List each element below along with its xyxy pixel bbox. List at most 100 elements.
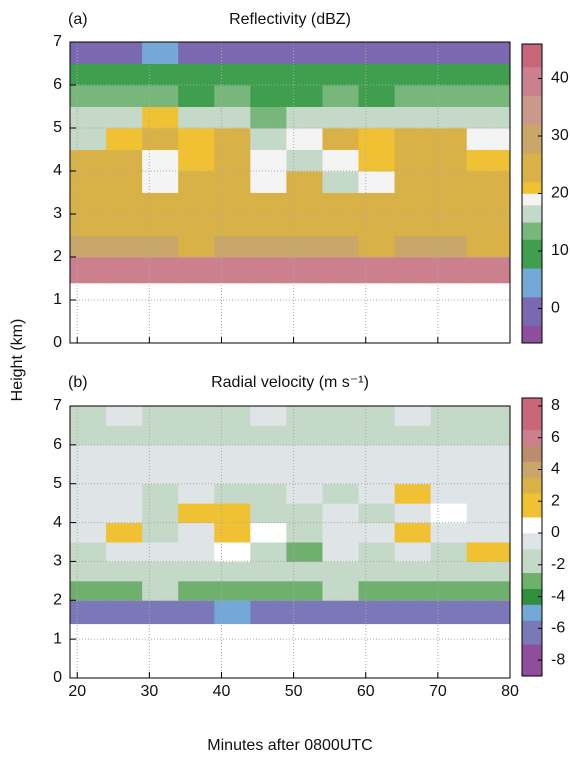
heatmap-cell xyxy=(430,42,468,64)
heatmap-cell xyxy=(70,406,107,426)
heatmap-cell xyxy=(286,106,323,129)
heatmap-cell xyxy=(178,561,215,582)
heatmap-cell xyxy=(70,483,107,504)
heatmap-cell xyxy=(466,542,511,562)
heatmap-cell xyxy=(70,561,107,582)
heatmap-cell xyxy=(394,483,432,504)
heatmap-cell xyxy=(358,600,396,625)
heatmap-cell xyxy=(250,85,287,107)
heatmap-cell xyxy=(70,580,107,601)
colorbar-segment xyxy=(522,205,542,223)
heatmap-cell xyxy=(358,522,396,543)
heatmap-cell xyxy=(142,85,179,107)
heatmap-cell xyxy=(430,503,468,524)
plot-frame xyxy=(69,41,511,344)
y-tick-label: 5 xyxy=(53,119,62,136)
heatmap-cell xyxy=(466,63,511,86)
x-tick-label: 50 xyxy=(285,683,303,700)
colorbar-segment xyxy=(522,44,542,68)
heatmap-cell xyxy=(106,464,143,485)
heatmap-cell xyxy=(106,192,143,215)
heatmap-cell xyxy=(106,235,143,258)
heatmap-cell xyxy=(286,149,323,172)
heatmap-cell xyxy=(286,42,323,64)
colorbar-tick-label: 0 xyxy=(551,524,560,541)
heatmap-cell xyxy=(178,580,215,601)
heatmap-cell xyxy=(466,406,511,426)
heatmap-cell xyxy=(322,522,360,543)
colorbar-segment xyxy=(522,548,542,574)
heatmap-cell xyxy=(466,257,511,284)
y-tick-label: 7 xyxy=(53,397,62,414)
heatmap-cell xyxy=(466,561,511,582)
heatmap-cell xyxy=(358,63,396,86)
heatmap-cell xyxy=(430,171,468,193)
heatmap-cell xyxy=(430,257,468,284)
heatmap-cell xyxy=(250,561,287,582)
heatmap-cell xyxy=(214,425,251,446)
colorbar-tick-label: -8 xyxy=(551,651,565,668)
heatmap-cell xyxy=(250,425,287,446)
heatmap-cell xyxy=(394,149,432,172)
heatmap-cell xyxy=(286,580,323,601)
heatmap-cell xyxy=(178,235,215,258)
y-axis-label: Height (km) xyxy=(9,319,26,402)
heatmap-cell xyxy=(70,192,107,215)
heatmap-cell xyxy=(394,580,432,601)
heatmap-cell xyxy=(70,85,107,107)
heatmap-cell xyxy=(394,542,432,562)
heatmap-cell xyxy=(106,257,143,284)
heatmap-cell xyxy=(358,257,396,284)
heatmap-cell xyxy=(106,561,143,582)
heatmap-cell xyxy=(142,149,179,172)
heatmap-cell xyxy=(214,503,251,524)
heatmap-cell xyxy=(142,425,179,446)
heatmap-cell xyxy=(142,503,179,524)
heatmap-cell xyxy=(466,85,511,107)
x-tick-label: 60 xyxy=(357,683,375,700)
heatmap-cell xyxy=(178,444,215,465)
heatmap-cell xyxy=(430,522,468,543)
heatmap-cell xyxy=(142,192,179,215)
heatmap-cell xyxy=(358,503,396,524)
heatmap-cell xyxy=(466,503,511,524)
heatmap-cell xyxy=(394,406,432,426)
colorbar-segment xyxy=(522,67,542,97)
colorbar-tick-label: -6 xyxy=(551,620,565,637)
colorbar-tick-label: 30 xyxy=(551,127,569,144)
heatmap-cell xyxy=(322,214,360,236)
heatmap-cell xyxy=(466,171,511,193)
heatmap-cell xyxy=(322,235,360,258)
heatmap-cell xyxy=(142,542,179,562)
heatmap-cell xyxy=(250,522,287,543)
x-tick-label: 40 xyxy=(213,683,231,700)
heatmap-cell xyxy=(394,85,432,107)
heatmap-cell xyxy=(214,235,251,258)
heatmap-cell xyxy=(178,128,215,150)
heatmap-cell xyxy=(250,257,287,284)
heatmap-cell xyxy=(466,235,511,258)
heatmap-cell xyxy=(142,235,179,258)
heatmap-cell xyxy=(142,63,179,86)
heatmap-cell xyxy=(430,580,468,601)
heatmap-cell xyxy=(214,106,251,129)
heatmap-cell xyxy=(286,503,323,524)
heatmap-cell xyxy=(106,171,143,193)
heatmap-cell xyxy=(322,171,360,193)
y-tick-label: 4 xyxy=(53,162,62,179)
heatmap-cell xyxy=(106,106,143,129)
colorbar-segment xyxy=(522,124,542,154)
heatmap-cell xyxy=(70,444,107,465)
heatmap-cell xyxy=(214,85,251,107)
colorbar-tick-label: 40 xyxy=(551,70,569,87)
colorbar-segment xyxy=(522,588,542,605)
heatmap-cell xyxy=(466,522,511,543)
colorbar-segment xyxy=(522,461,542,478)
colorbar-segment xyxy=(522,517,542,534)
heatmap-cell xyxy=(286,464,323,485)
heatmap-cell xyxy=(394,425,432,446)
heatmap-cell xyxy=(358,171,396,193)
heatmap-cell xyxy=(394,561,432,582)
heatmap-cell xyxy=(106,406,143,426)
heatmap-cell xyxy=(178,106,215,129)
